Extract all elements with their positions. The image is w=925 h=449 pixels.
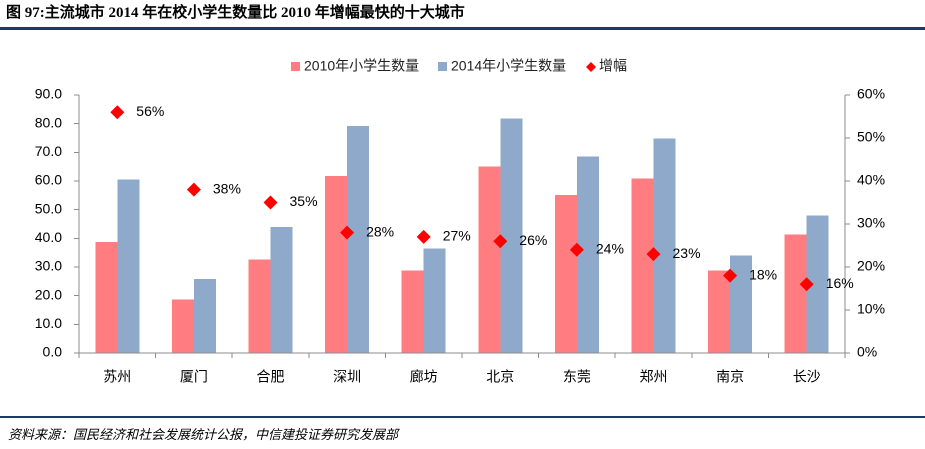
growth-marker (186, 182, 201, 197)
growth-marker (646, 247, 661, 262)
legend-label-growth: 增幅 (599, 58, 627, 74)
bar-2010 (631, 178, 654, 353)
growth-label: 56% (136, 103, 164, 119)
y-tick-label: 30.0 (35, 258, 62, 274)
y2-tick-label: 10% (857, 301, 885, 317)
growth-marker (569, 242, 584, 257)
legend-swatch-growth (586, 62, 596, 72)
legend-item-2010: 2010年小学生数量 (291, 58, 419, 74)
bar-2010 (554, 194, 577, 353)
growth-label: 24% (596, 241, 624, 257)
growth-label: 16% (826, 275, 854, 291)
y2-tick-label: 30% (857, 215, 885, 231)
legend-label-2014: 2014年小学生数量 (451, 58, 566, 74)
y-tick-label: 50.0 (35, 200, 62, 216)
y2-tick-label: 60% (857, 86, 885, 102)
growth-label: 26% (519, 232, 547, 248)
y2-tick-label: 20% (857, 258, 885, 274)
y-tick-label: 0.0 (43, 344, 63, 360)
bar-2014 (500, 118, 523, 353)
y-tick-label: 90.0 (35, 86, 62, 102)
bar-2010 (95, 241, 118, 353)
bar-2014 (576, 156, 599, 353)
y-tick-label: 40.0 (35, 229, 62, 245)
x-tick-label: 东莞 (563, 369, 591, 385)
bars (95, 118, 829, 354)
y-tick-label: 60.0 (35, 172, 62, 188)
x-tick-label: 深圳 (333, 369, 361, 385)
growth-marker (416, 229, 431, 244)
growth-marker (723, 268, 738, 283)
bar-2010 (401, 270, 424, 353)
x-tick-label: 郑州 (640, 369, 668, 385)
y-tick-label: 70.0 (35, 143, 62, 159)
bar-2010 (708, 270, 731, 353)
bar-2014 (653, 138, 676, 353)
legend-item-2014: 2014年小学生数量 (438, 58, 566, 74)
growth-marker (340, 225, 355, 240)
legend-swatch-2014 (438, 62, 447, 71)
bar-2014 (423, 248, 446, 353)
x-tick-label: 南京 (716, 369, 744, 385)
bar-2014 (730, 255, 753, 353)
bar-2014 (117, 179, 140, 353)
bar-2014 (270, 226, 293, 353)
bar-2010 (171, 299, 194, 353)
legend-label-2010: 2010年小学生数量 (304, 58, 419, 74)
y2-tick-label: 50% (857, 129, 885, 145)
x-tick-label: 厦门 (180, 369, 208, 385)
bar-2014 (193, 279, 216, 353)
growth-label: 27% (443, 228, 471, 244)
growth-marker (493, 234, 508, 249)
growth-marker (799, 277, 814, 292)
bar-2010 (478, 166, 501, 353)
growth-labels: 56% 38% 35% 28% 27% 26% 24% 23% 18% 16% (136, 103, 853, 291)
y-tick-label: 80.0 (35, 114, 62, 130)
growth-marker (263, 195, 278, 210)
x-tick-label: 苏州 (103, 369, 131, 385)
legend-item-growth: 增幅 (586, 58, 627, 74)
axes: 0.0 10.0 20.0 30.0 40.0 50.0 60.0 70.0 80.0 90.0 0… (35, 86, 885, 385)
growth-markers (110, 105, 814, 292)
growth-label: 35% (290, 193, 318, 209)
legend: 2010年小学生数量 2014年小学生数量 增幅 (291, 58, 627, 74)
x-tick-label: 廊坊 (410, 369, 438, 385)
x-tick-label: 长沙 (793, 369, 821, 385)
legend-swatch-2010 (291, 62, 300, 71)
bar-2014 (347, 125, 370, 354)
growth-label: 18% (749, 266, 777, 282)
bar-2010 (325, 175, 348, 353)
x-tick-label: 合肥 (257, 369, 285, 385)
growth-label: 28% (366, 223, 394, 239)
bar-2010 (248, 259, 271, 353)
growth-marker (110, 105, 125, 120)
y-tick-label: 10.0 (35, 315, 62, 331)
y2-tick-label: 40% (857, 172, 885, 188)
footer-rule (0, 416, 925, 418)
y2-tick-label: 0% (857, 344, 877, 360)
figure-title: 图 97:主流城市 2014 年在校小学生数量比 2010 年增幅最快的十大城市 (6, 5, 465, 21)
growth-label: 23% (673, 245, 701, 261)
x-tick-label: 北京 (486, 369, 514, 385)
growth-label: 38% (213, 180, 241, 196)
bar-2014 (806, 215, 829, 353)
source-note: 资料来源：国民经济和社会发展统计公报，中信建投证券研究发展部 (8, 427, 399, 442)
bar-2010 (784, 234, 807, 353)
y-tick-label: 20.0 (35, 286, 62, 302)
header-rule (0, 27, 925, 30)
